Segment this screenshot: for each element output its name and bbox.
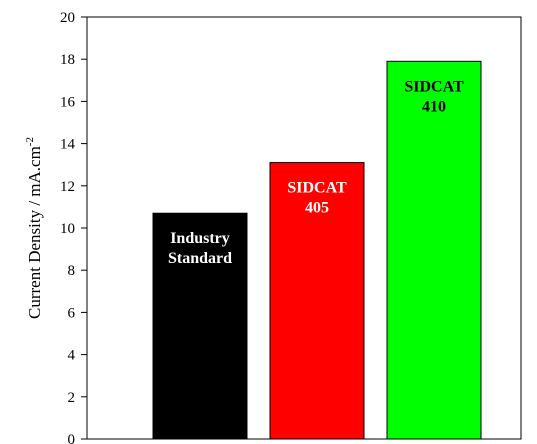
y-tick-label: 2 [68, 390, 76, 406]
bar-label: SIDCAT 410 [404, 78, 464, 115]
bar-label-line: Standard [168, 250, 232, 267]
y-tick-label: 4 [68, 348, 76, 364]
y-tick-label: 6 [68, 305, 76, 321]
y-axis-title-superscript: -2 [24, 137, 36, 146]
y-axis-title: Current Density / mA.cm-2 [24, 137, 44, 319]
bar-label-line: SIDCAT [287, 180, 347, 197]
bar-label: SIDCAT 405 [287, 180, 347, 217]
y-tick-label: 0 [68, 432, 76, 444]
y-axis-title-text: Current Density / mA.cm [25, 146, 44, 319]
bar-label: Industry Standard [168, 230, 232, 267]
bar-label-line: SIDCAT [404, 78, 464, 95]
y-tick-label: 18 [60, 52, 75, 68]
y-tick-label: 20 [60, 10, 75, 26]
y-tick-label: 8 [68, 263, 76, 279]
bar [386, 60, 482, 440]
bar [152, 212, 248, 440]
y-tick-label: 10 [60, 221, 75, 237]
y-tick-label: 14 [60, 137, 76, 153]
plot-frame [86, 16, 522, 440]
bar [269, 162, 365, 440]
bar-label-line: 410 [422, 98, 446, 115]
y-axis-ticks: 0 2 4 6 8 10 12 14 16 18 20 [60, 10, 87, 444]
y-tick-label: 16 [60, 94, 76, 110]
bar-label-line: 405 [305, 200, 329, 217]
bar-labels: Industry Standard SIDCAT 405 SIDCAT 410 [168, 78, 464, 267]
bar-label-line: Industry [170, 230, 230, 247]
bars [152, 60, 482, 440]
y-tick-label: 12 [60, 179, 75, 195]
